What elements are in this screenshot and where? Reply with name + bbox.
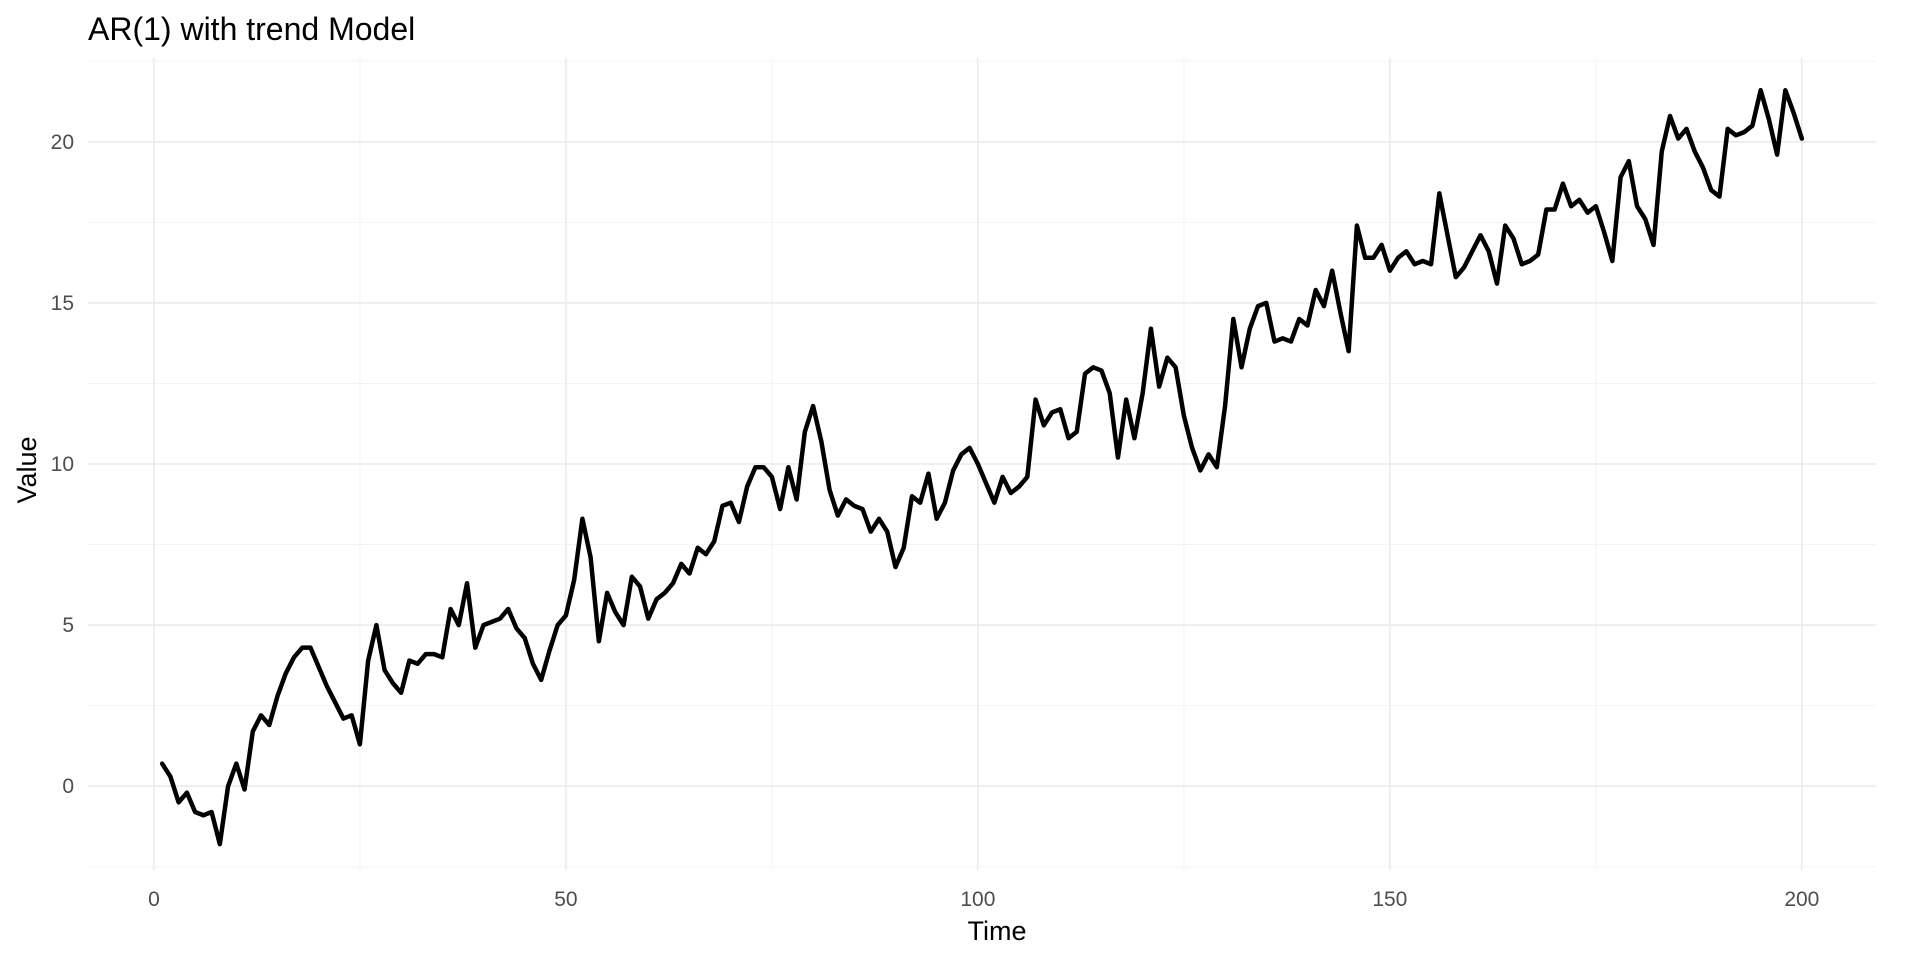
x-tick-label: 150	[1372, 888, 1407, 911]
y-tick-label: 0	[62, 775, 74, 798]
x-tick-label: 50	[554, 888, 577, 911]
y-tick-label: 20	[51, 131, 74, 154]
x-axis-title: Time	[968, 916, 1027, 946]
chart-title: AR(1) with trend Model	[88, 11, 415, 47]
x-tick-label: 0	[148, 888, 160, 911]
y-tick-label: 5	[62, 614, 74, 637]
y-axis-ticks: 0 5 10 15 20	[51, 131, 74, 798]
grid	[88, 58, 1876, 870]
x-tick-label: 100	[960, 888, 995, 911]
x-tick-label: 200	[1784, 888, 1819, 911]
y-tick-label: 10	[51, 453, 74, 476]
x-axis-ticks: 0 50 100 150 200	[148, 888, 1819, 911]
series-line	[159, 87, 1805, 847]
y-tick-label: 15	[51, 292, 74, 315]
y-axis-title: Value	[12, 436, 42, 503]
series-group	[159, 87, 1805, 847]
